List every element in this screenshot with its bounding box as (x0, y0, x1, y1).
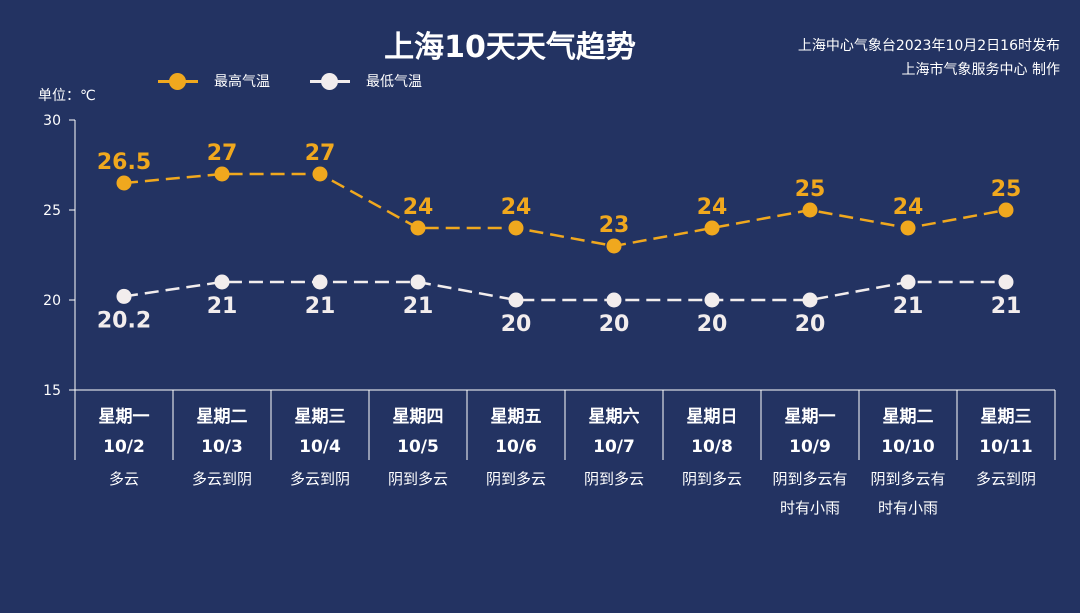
point-high (508, 220, 524, 236)
y-tick-label: 25 (43, 203, 61, 219)
weekday-label: 星期三 (981, 407, 1032, 427)
weekday-label: 星期四 (393, 407, 444, 427)
data-label-low: 21 (207, 294, 238, 319)
weather-label: 阴到多云有 (870, 470, 945, 488)
point-high (116, 175, 132, 191)
point-low (704, 292, 720, 308)
point-high (802, 202, 818, 218)
weather-label: 阴到多云有 (772, 470, 847, 488)
weather-label: 阴到多云 (388, 470, 448, 488)
legend-dot-high-icon (169, 73, 186, 90)
weather-label: 多云到阴 (976, 470, 1036, 488)
data-label-low: 20.2 (97, 308, 151, 333)
date-label: 10/10 (881, 437, 935, 457)
date-label: 10/2 (103, 437, 145, 457)
point-high (312, 166, 328, 182)
point-low (606, 292, 622, 308)
data-label-high: 26.5 (97, 150, 151, 175)
weather-label: 阴到多云 (584, 470, 644, 488)
data-label-high: 27 (207, 141, 238, 166)
point-high (606, 238, 622, 254)
point-low (312, 274, 328, 290)
weather-label: 多云 (109, 470, 139, 488)
publisher-line-2: 上海市气象服务中心 制作 (901, 62, 1060, 78)
data-label-high: 24 (893, 195, 924, 220)
date-label: 10/6 (495, 437, 537, 457)
weather-label: 多云到阴 (192, 470, 252, 488)
weekday-label: 星期二 (197, 407, 248, 427)
date-label: 10/7 (593, 437, 635, 457)
weekday-label: 星期六 (589, 406, 640, 427)
data-label-low: 20 (697, 312, 728, 337)
unit-label: 单位：℃ (38, 88, 96, 104)
data-label-high: 25 (991, 177, 1022, 202)
date-label: 10/11 (979, 437, 1033, 457)
weekday-label: 星期日 (687, 407, 738, 427)
date-label: 10/8 (691, 437, 733, 457)
weather-label: 多云到阴 (290, 470, 350, 488)
data-label-high: 24 (697, 195, 728, 220)
point-low (998, 274, 1014, 290)
legend-dot-low-icon (321, 73, 338, 90)
data-label-low: 21 (305, 294, 336, 319)
date-label: 10/4 (299, 437, 341, 457)
data-label-low: 21 (403, 294, 434, 319)
point-low (410, 274, 426, 290)
point-high (410, 220, 426, 236)
y-tick-label: 30 (43, 113, 61, 129)
data-label-high: 25 (795, 177, 826, 202)
point-low (802, 292, 818, 308)
weekday-label: 星期二 (883, 407, 934, 427)
weekday-label: 星期三 (295, 407, 346, 427)
point-high (214, 166, 230, 182)
weather-label: 时有小雨 (780, 499, 840, 517)
weekday-label: 星期一 (785, 407, 836, 427)
data-label-low: 20 (795, 312, 826, 337)
weather-label: 阴到多云 (682, 470, 742, 488)
point-low (116, 288, 132, 304)
legend-label-low: 最低气温 (366, 74, 422, 90)
series-line-high (123, 172, 1007, 248)
data-label-low: 20 (501, 312, 532, 337)
point-high (704, 220, 720, 236)
weekday-label: 星期五 (491, 407, 542, 427)
point-low (508, 292, 524, 308)
data-label-high: 24 (501, 195, 532, 220)
data-label-high: 23 (599, 213, 630, 238)
data-label-low: 21 (893, 294, 924, 319)
data-label-high: 24 (403, 195, 434, 220)
point-high (998, 202, 1014, 218)
publisher-info: 上海中心气象台2023年10月2日16时发布 上海市气象服务中心 制作 (798, 34, 1060, 82)
weather-label: 时有小雨 (878, 499, 938, 517)
legend-label-high: 最高气温 (214, 74, 270, 90)
publisher-line-1: 上海中心气象台2023年10月2日16时发布 (797, 38, 1060, 54)
series-line-low (123, 280, 1006, 302)
y-tick-label: 15 (43, 383, 61, 399)
point-high (900, 220, 916, 236)
data-label-high: 27 (305, 141, 336, 166)
point-low (214, 274, 230, 290)
chart-title: 上海10天天气趋势 (384, 30, 636, 65)
y-tick-label: 20 (43, 293, 61, 309)
date-label: 10/3 (201, 437, 243, 457)
point-low (900, 274, 916, 290)
weather-label: 阴到多云 (486, 470, 546, 488)
date-label: 10/9 (789, 437, 831, 457)
data-label-low: 21 (991, 294, 1022, 319)
data-label-low: 20 (599, 312, 630, 337)
date-label: 10/5 (397, 437, 439, 457)
weekday-label: 星期一 (99, 407, 150, 427)
